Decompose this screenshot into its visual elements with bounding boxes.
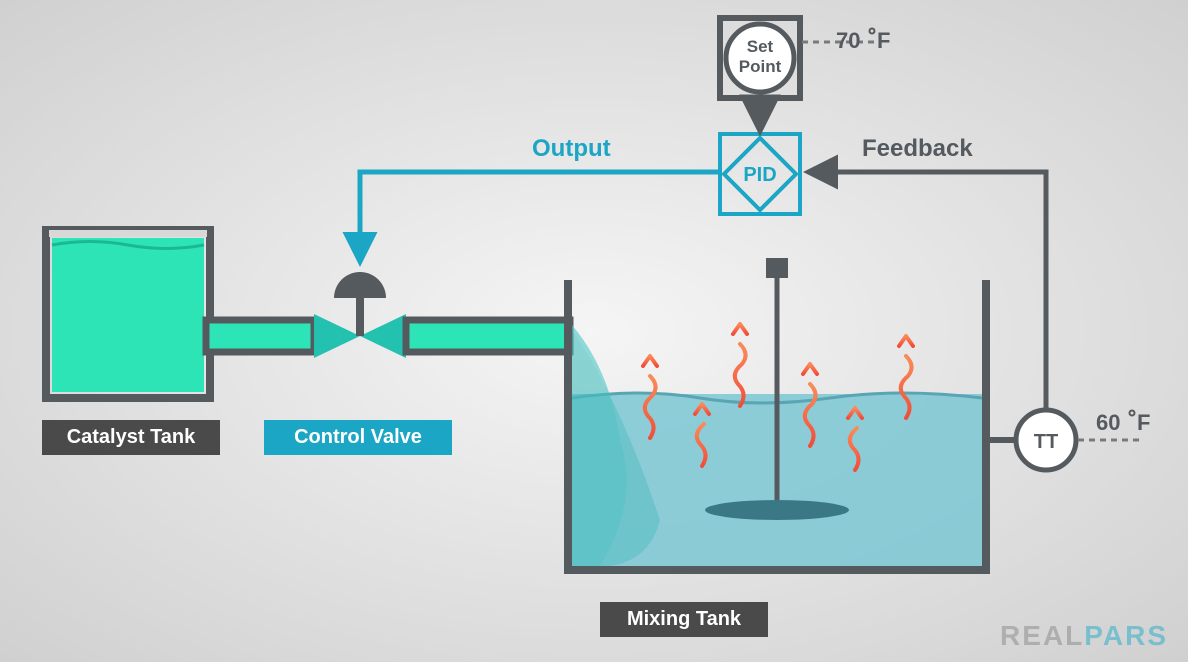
svg-text:60: 60	[1096, 410, 1120, 435]
pid-block: PID	[720, 134, 800, 214]
pipe-catalyst-to-valve	[206, 320, 314, 352]
svg-text:F: F	[877, 28, 890, 53]
feedback-label: Feedback	[862, 135, 973, 162]
svg-text:PID: PID	[743, 164, 776, 186]
output-label: Output	[532, 135, 611, 162]
svg-text:70: 70	[836, 28, 860, 53]
catalyst-tank-label: Catalyst Tank	[42, 420, 220, 455]
temperature-transmitter: TT 60 F	[986, 410, 1150, 470]
svg-text:Set: Set	[747, 37, 774, 56]
output-line	[360, 172, 720, 260]
feedback-line	[810, 172, 1046, 410]
pipe-valve-to-mixing	[406, 320, 570, 352]
svg-text:Point: Point	[739, 57, 782, 76]
mixing-tank-label: Mixing Tank	[600, 602, 768, 637]
svg-text:F: F	[1137, 410, 1150, 435]
watermark-logo: REALPARS	[1000, 620, 1168, 652]
svg-text:TT: TT	[1034, 431, 1058, 453]
control-valve-symbol	[314, 272, 406, 358]
set-point-block: Set Point 70 F	[720, 18, 890, 98]
control-valve-label: Control Valve	[264, 420, 452, 455]
catalyst-tank	[46, 230, 210, 398]
